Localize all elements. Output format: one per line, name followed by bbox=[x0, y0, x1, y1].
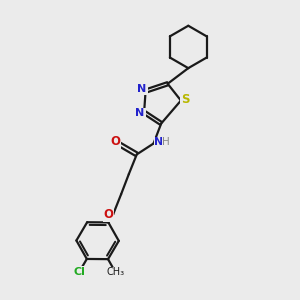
Text: N: N bbox=[137, 84, 147, 94]
Text: N: N bbox=[135, 109, 145, 118]
Text: O: O bbox=[103, 208, 113, 221]
Text: H: H bbox=[162, 137, 170, 147]
Text: CH₃: CH₃ bbox=[106, 267, 124, 278]
Text: Cl: Cl bbox=[74, 267, 85, 277]
Text: S: S bbox=[181, 93, 189, 106]
Text: O: O bbox=[111, 135, 121, 148]
Text: N: N bbox=[154, 137, 164, 147]
